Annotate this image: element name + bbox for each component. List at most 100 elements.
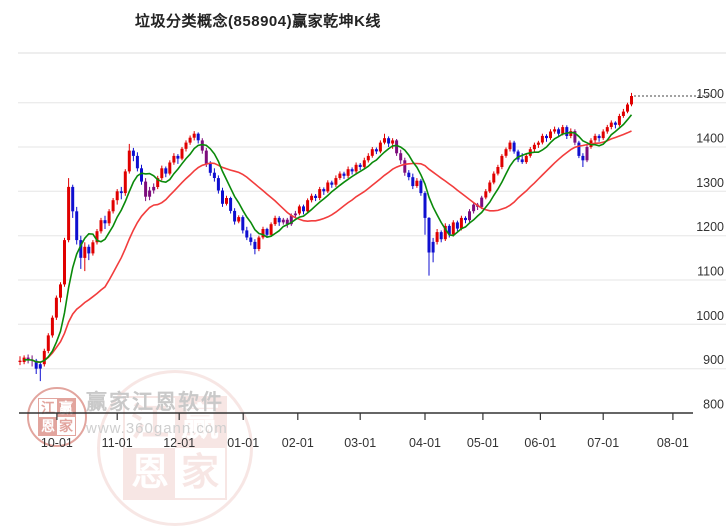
- candle: [221, 187, 224, 207]
- candle: [524, 153, 528, 164]
- candle: [261, 226, 265, 240]
- candle: [269, 222, 273, 237]
- candle: [59, 282, 62, 303]
- candle: [508, 140, 512, 152]
- candle: [103, 215, 107, 229]
- seal-char: 赢: [175, 398, 225, 448]
- candle: [63, 237, 66, 287]
- candle: [95, 229, 99, 245]
- candle: [545, 134, 548, 142]
- candle: [83, 242, 87, 272]
- x-axis-label: 04-01: [409, 436, 441, 450]
- candle: [38, 362, 42, 382]
- candle: [597, 134, 601, 142]
- candle: [496, 164, 500, 176]
- candle: [553, 126, 557, 134]
- y-axis-label: 1400: [696, 132, 724, 146]
- candle: [540, 133, 544, 145]
- candle: [451, 220, 455, 237]
- candle: [42, 348, 46, 367]
- candle: [609, 120, 613, 130]
- candle: [297, 204, 301, 216]
- candle: [577, 140, 581, 159]
- candles-layer: [18, 92, 633, 382]
- candle: [168, 160, 172, 176]
- x-axis-label: 05-01: [467, 436, 499, 450]
- candle: [281, 217, 285, 225]
- candle: [443, 223, 447, 241]
- candle: [46, 333, 50, 354]
- candle: [350, 167, 354, 175]
- candle: [225, 195, 228, 206]
- candle: [399, 149, 403, 164]
- candle: [419, 178, 423, 196]
- candle: [164, 166, 168, 178]
- candle: [581, 153, 585, 167]
- candle: [427, 217, 431, 276]
- candle: [119, 186, 123, 200]
- y-axis-label: 1500: [696, 87, 724, 101]
- candle: [192, 131, 196, 141]
- x-axis-label: 10-01: [41, 436, 73, 450]
- candle: [480, 195, 484, 210]
- candle: [172, 153, 176, 165]
- candle: [549, 129, 552, 140]
- candle: [484, 189, 488, 200]
- x-axis-label: 07-01: [587, 436, 619, 450]
- candle: [160, 165, 164, 181]
- x-axis-label: 08-01: [657, 436, 689, 450]
- x-axis-label: 11-01: [102, 436, 133, 450]
- candle: [107, 209, 111, 226]
- candle: [346, 166, 350, 179]
- watermark-url-text: www.360gann.com: [86, 420, 228, 437]
- candle: [472, 202, 476, 214]
- x-axis-label: 06-01: [524, 436, 556, 450]
- candle: [573, 129, 577, 146]
- candle: [135, 152, 139, 172]
- candle: [464, 216, 467, 224]
- candle: [200, 138, 204, 154]
- candle: [431, 237, 435, 263]
- seal-char: 恩: [125, 448, 175, 498]
- x-axis-label: 02-01: [282, 436, 314, 450]
- y-axis-label: 1100: [697, 265, 724, 279]
- candle: [99, 217, 103, 234]
- candle: [601, 129, 605, 140]
- y-axis-label: 1200: [696, 220, 724, 234]
- candle: [626, 102, 629, 114]
- candle: [370, 147, 374, 158]
- candle: [621, 108, 625, 118]
- candle: [326, 180, 330, 194]
- candle: [18, 356, 22, 366]
- kline-chart-plot[interactable]: 10-01 11-01 12-01 01-01 02-01 03-01 04-01 05-01…: [0, 0, 726, 450]
- candle: [415, 178, 419, 188]
- candle: [354, 162, 358, 174]
- candle: [488, 180, 492, 194]
- candle: [318, 186, 322, 201]
- candle: [411, 173, 415, 190]
- candle: [512, 140, 516, 154]
- candle: [585, 144, 589, 163]
- x-axis: 10-01 11-01 12-01 01-01 02-01 03-01 04-01 05-01…: [19, 412, 693, 450]
- candle: [362, 157, 366, 170]
- candle: [216, 175, 220, 194]
- candle: [245, 226, 249, 241]
- candle: [156, 175, 160, 190]
- watermark-brand-text: 赢家江恩软件: [86, 391, 224, 414]
- candle: [455, 220, 459, 232]
- candle: [127, 143, 131, 174]
- candle: [403, 157, 407, 176]
- candle: [423, 191, 427, 235]
- candle: [330, 180, 334, 188]
- candle: [241, 215, 245, 234]
- candle: [358, 163, 362, 171]
- candle: [532, 142, 536, 152]
- candle: [123, 169, 127, 196]
- candle: [593, 133, 597, 143]
- seal-char: 家: [59, 418, 73, 434]
- candle: [569, 128, 573, 139]
- seal-char: 家: [180, 452, 219, 494]
- candle: [630, 92, 633, 107]
- candle: [111, 198, 115, 214]
- seal-stamp-small: 江赢恩家: [27, 387, 87, 447]
